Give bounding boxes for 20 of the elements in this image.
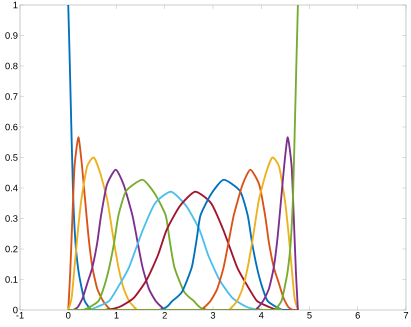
- x-tick-label: 2: [162, 312, 167, 319]
- x-tick-label: 0: [66, 312, 70, 319]
- y-tick-label: 0.5: [5, 154, 18, 161]
- x-tick-label: -1: [16, 312, 24, 318]
- y-tick-label: 0.8: [5, 62, 18, 70]
- y-tick-label: 0.1: [5, 276, 18, 283]
- y-tick-label: 1: [13, 2, 18, 8]
- y-tick-label: 0.4: [5, 184, 18, 192]
- y-tick-label: 0.3: [5, 215, 18, 222]
- y-tick-label: 0.6: [5, 124, 18, 130]
- x-tick-label: 5: [307, 312, 312, 319]
- x-tick-label: 4: [258, 312, 264, 318]
- x-tick-label: 3: [210, 312, 216, 319]
- x-tick-label: 7: [404, 312, 408, 318]
- y-tick-label: 0.7: [5, 93, 18, 100]
- y-tick-label: 0.2: [5, 246, 18, 252]
- y-tick-label: 0: [13, 306, 18, 314]
- x-tick-label: 6: [356, 312, 360, 319]
- x-tick-label: 1: [114, 312, 119, 318]
- y-tick-label: 0.9: [5, 32, 18, 39]
